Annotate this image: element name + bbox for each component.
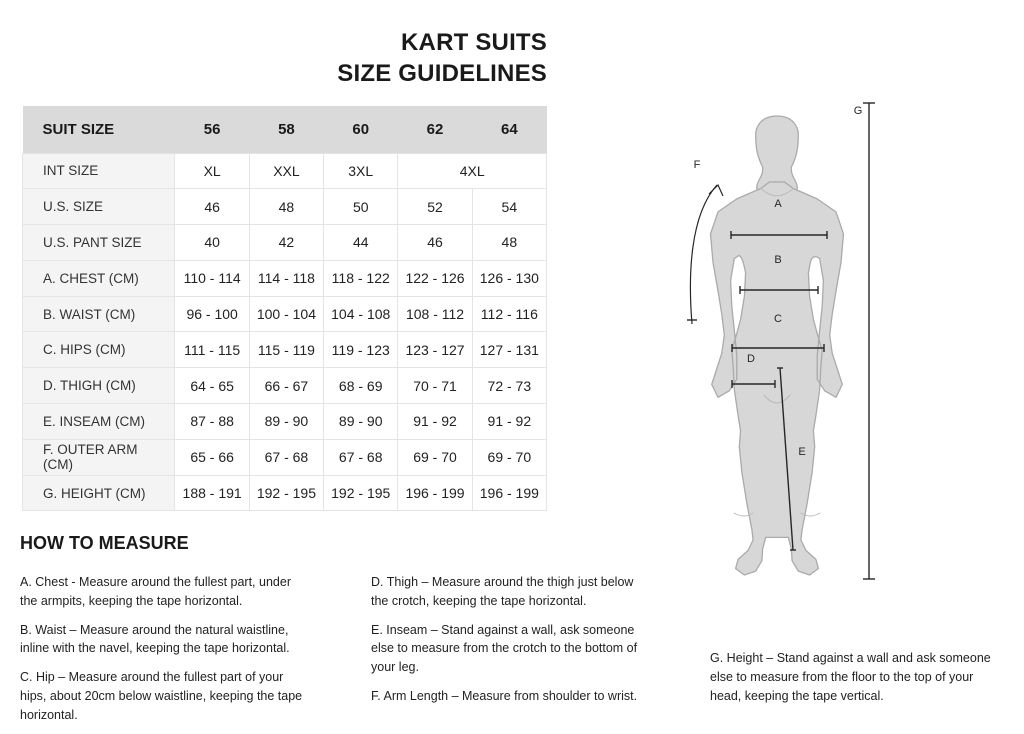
svg-text:F: F — [694, 159, 701, 171]
svg-text:C: C — [774, 313, 782, 325]
svg-text:D: D — [747, 353, 755, 365]
svg-text:E: E — [798, 446, 805, 458]
svg-text:B: B — [774, 254, 781, 266]
svg-text:A: A — [774, 198, 782, 210]
svg-text:G: G — [854, 105, 863, 117]
